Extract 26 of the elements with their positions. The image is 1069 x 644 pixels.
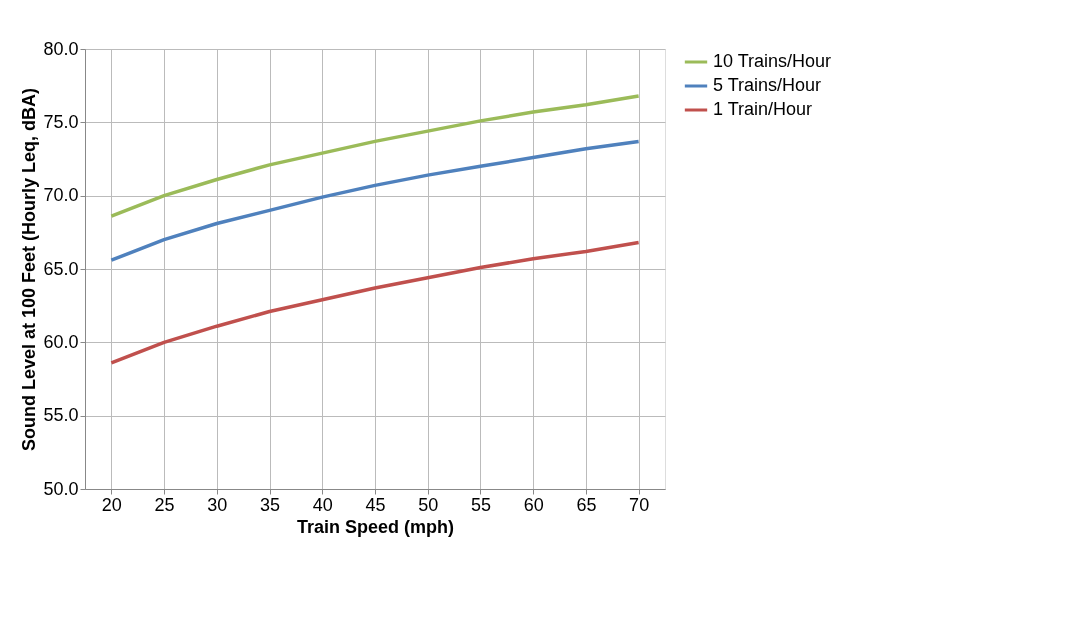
x-tick-label: 70 bbox=[629, 494, 650, 515]
x-tick-label: 35 bbox=[260, 494, 281, 515]
y-tick-label: 60.0 bbox=[43, 331, 79, 352]
x-tick-label: 45 bbox=[365, 494, 386, 515]
y-tick-label: 75.0 bbox=[43, 111, 79, 132]
x-tick-label: 55 bbox=[470, 494, 491, 515]
x-tick-label: 20 bbox=[101, 494, 122, 515]
y-tick-label: 50.0 bbox=[43, 478, 79, 499]
legend-label: 10 Trains/Hour bbox=[713, 51, 832, 71]
x-tick-label: 65 bbox=[576, 494, 597, 515]
y-tick-label: 80.0 bbox=[43, 38, 79, 59]
line-series bbox=[109, 94, 641, 218]
y-tick-label: 65.0 bbox=[43, 258, 79, 279]
x-tick-label: 50 bbox=[418, 494, 439, 515]
x-tick-label: 30 bbox=[207, 494, 228, 515]
line-series bbox=[109, 240, 641, 365]
y-axis-title: Sound Level at 100 Feet (Hourly Leq, dBA) bbox=[19, 87, 40, 452]
y-tick-label: 70.0 bbox=[43, 185, 79, 206]
line-series bbox=[109, 139, 641, 262]
x-tick-label: 25 bbox=[154, 494, 175, 515]
x-tick-label: 60 bbox=[523, 494, 544, 515]
x-tick-label: 40 bbox=[312, 494, 333, 515]
legend-label: 5 Trains/Hour bbox=[713, 75, 822, 95]
y-tick-label: 55.0 bbox=[43, 405, 79, 426]
x-axis-title: Train Speed (mph) bbox=[296, 516, 455, 537]
legend-label: 1 Train/Hour bbox=[713, 99, 813, 119]
